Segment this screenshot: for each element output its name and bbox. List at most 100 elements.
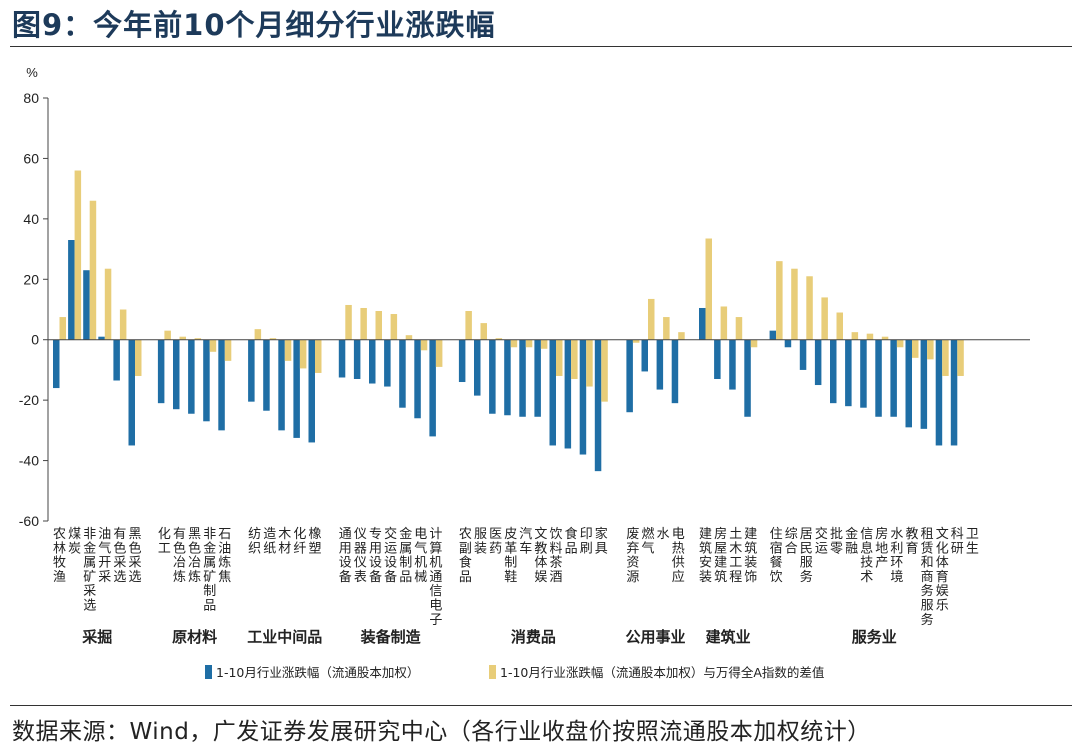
- bar-series2: [705, 238, 712, 340]
- category-label: 建筑安装: [699, 527, 712, 585]
- category-label: 服装: [474, 527, 487, 556]
- title-rule: [10, 46, 1072, 47]
- source-rule: [10, 705, 1072, 706]
- category-label: 煤炭: [68, 527, 81, 556]
- bar-series2: [540, 339, 548, 349]
- legend-label-series1: 1-10月行业涨跌幅（流通股本加权）: [216, 665, 419, 680]
- category-label: 交运设备: [384, 526, 397, 585]
- bar-series1: [353, 339, 361, 379]
- bar-series1: [534, 339, 541, 417]
- category-label: 橡塑: [308, 527, 321, 556]
- category-label: 油气开采: [98, 527, 111, 585]
- bar-series2: [836, 312, 843, 340]
- bar-series1: [935, 339, 943, 446]
- category-label: 科研: [951, 527, 964, 556]
- bar-series2: [525, 339, 533, 348]
- bar-series1: [308, 339, 315, 443]
- bar-series1: [845, 339, 852, 407]
- bar-series2: [495, 338, 503, 340]
- bar-series2: [254, 329, 262, 340]
- plot-area: %806040200-20-40-60农林牧渔煤炭非金属矿采选油气开采有色采选黑…: [19, 65, 1030, 680]
- category-label: 石油炼焦: [218, 527, 231, 585]
- category-label: 金融: [845, 526, 858, 556]
- bar-series2: [957, 339, 964, 376]
- group-label: 原材料: [172, 628, 217, 646]
- y-tick-label: 60: [23, 150, 39, 166]
- bar-series2: [735, 317, 743, 340]
- bar-series2: [601, 339, 608, 402]
- category-label: 文教体娱: [534, 527, 547, 585]
- category-label: 饮料茶酒: [549, 527, 562, 585]
- bar-series2: [405, 335, 413, 340]
- bar-series1: [814, 339, 822, 386]
- bar-series2: [556, 339, 563, 376]
- category-label: 电气机械: [414, 527, 427, 585]
- y-tick-label: -60: [19, 513, 39, 529]
- category-label: 农林牧渔: [53, 527, 66, 585]
- bar-series2: [375, 311, 382, 340]
- category-label: 有色冶炼: [173, 527, 186, 585]
- category-label: 专用设备: [369, 527, 382, 585]
- bar-series2: [179, 336, 186, 340]
- bar-series2: [315, 339, 322, 373]
- bar-series1: [714, 339, 721, 379]
- bar-series1: [429, 339, 436, 437]
- bar-series2: [119, 309, 127, 340]
- bar-series1: [671, 339, 679, 404]
- group-label: 消费品: [511, 628, 556, 646]
- group-label: 采掘: [81, 628, 112, 646]
- category-label: 黑色采选: [128, 527, 141, 585]
- bar-chart: %806040200-20-40-60农林牧渔煤炭非金属矿采选油气开采有色采选黑…: [19, 65, 1030, 680]
- legend-swatch-series1: [205, 665, 212, 679]
- category-label: 化工: [158, 527, 171, 556]
- legend-swatch-series2: [489, 665, 496, 679]
- category-label: 印刷: [580, 527, 593, 556]
- bar-series1: [128, 339, 135, 446]
- bar-series2: [896, 339, 904, 348]
- bar-series2: [821, 297, 828, 340]
- bar-series2: [927, 339, 934, 360]
- bar-series2: [480, 323, 487, 340]
- category-label: 水利环境: [890, 527, 903, 585]
- legend-label-series2: 1-10月行业涨跌幅（流通股本加权）与万得全A指数的差值: [500, 665, 824, 680]
- bar-series1: [890, 339, 897, 417]
- bar-series1: [875, 339, 882, 417]
- category-label: 批零: [830, 527, 843, 556]
- bar-series2: [663, 317, 670, 340]
- bar-series2: [390, 314, 398, 340]
- category-label: 化纤: [293, 527, 306, 556]
- bar-series2: [942, 339, 949, 376]
- bar-series2: [632, 339, 640, 343]
- y-tick-label: 40: [23, 211, 39, 227]
- group-label: 公用事业: [626, 628, 686, 646]
- category-label: 信息技术: [860, 527, 873, 585]
- bar-series2: [586, 339, 593, 387]
- bar-series1: [68, 240, 75, 340]
- bar-series2: [648, 298, 655, 340]
- bar-series1: [641, 339, 648, 372]
- bar-series2: [59, 317, 66, 340]
- y-tick-label: 80: [23, 90, 39, 106]
- bar-series1: [504, 339, 511, 416]
- bar-series2: [571, 339, 578, 379]
- bar-series2: [299, 339, 307, 369]
- y-tick-label: -20: [19, 392, 39, 408]
- bar-series1: [248, 339, 255, 402]
- bar-series2: [806, 276, 813, 340]
- bar-series2: [720, 306, 728, 340]
- bar-series2: [345, 304, 352, 340]
- bar-series1: [729, 339, 736, 390]
- bar-series1: [203, 339, 210, 422]
- bar-series1: [157, 339, 165, 404]
- category-label: 有色采选: [113, 527, 126, 585]
- category-label: 非金属矿制品: [203, 527, 216, 614]
- bar-series1: [784, 339, 792, 348]
- bar-series1: [830, 339, 837, 404]
- bar-series2: [776, 261, 783, 340]
- category-label: 卫生: [966, 527, 979, 556]
- bar-series2: [851, 332, 859, 340]
- bar-series2: [74, 170, 82, 340]
- bar-series1: [489, 339, 496, 414]
- category-label: 住宿餐饮: [770, 527, 783, 585]
- bar-series2: [866, 333, 874, 340]
